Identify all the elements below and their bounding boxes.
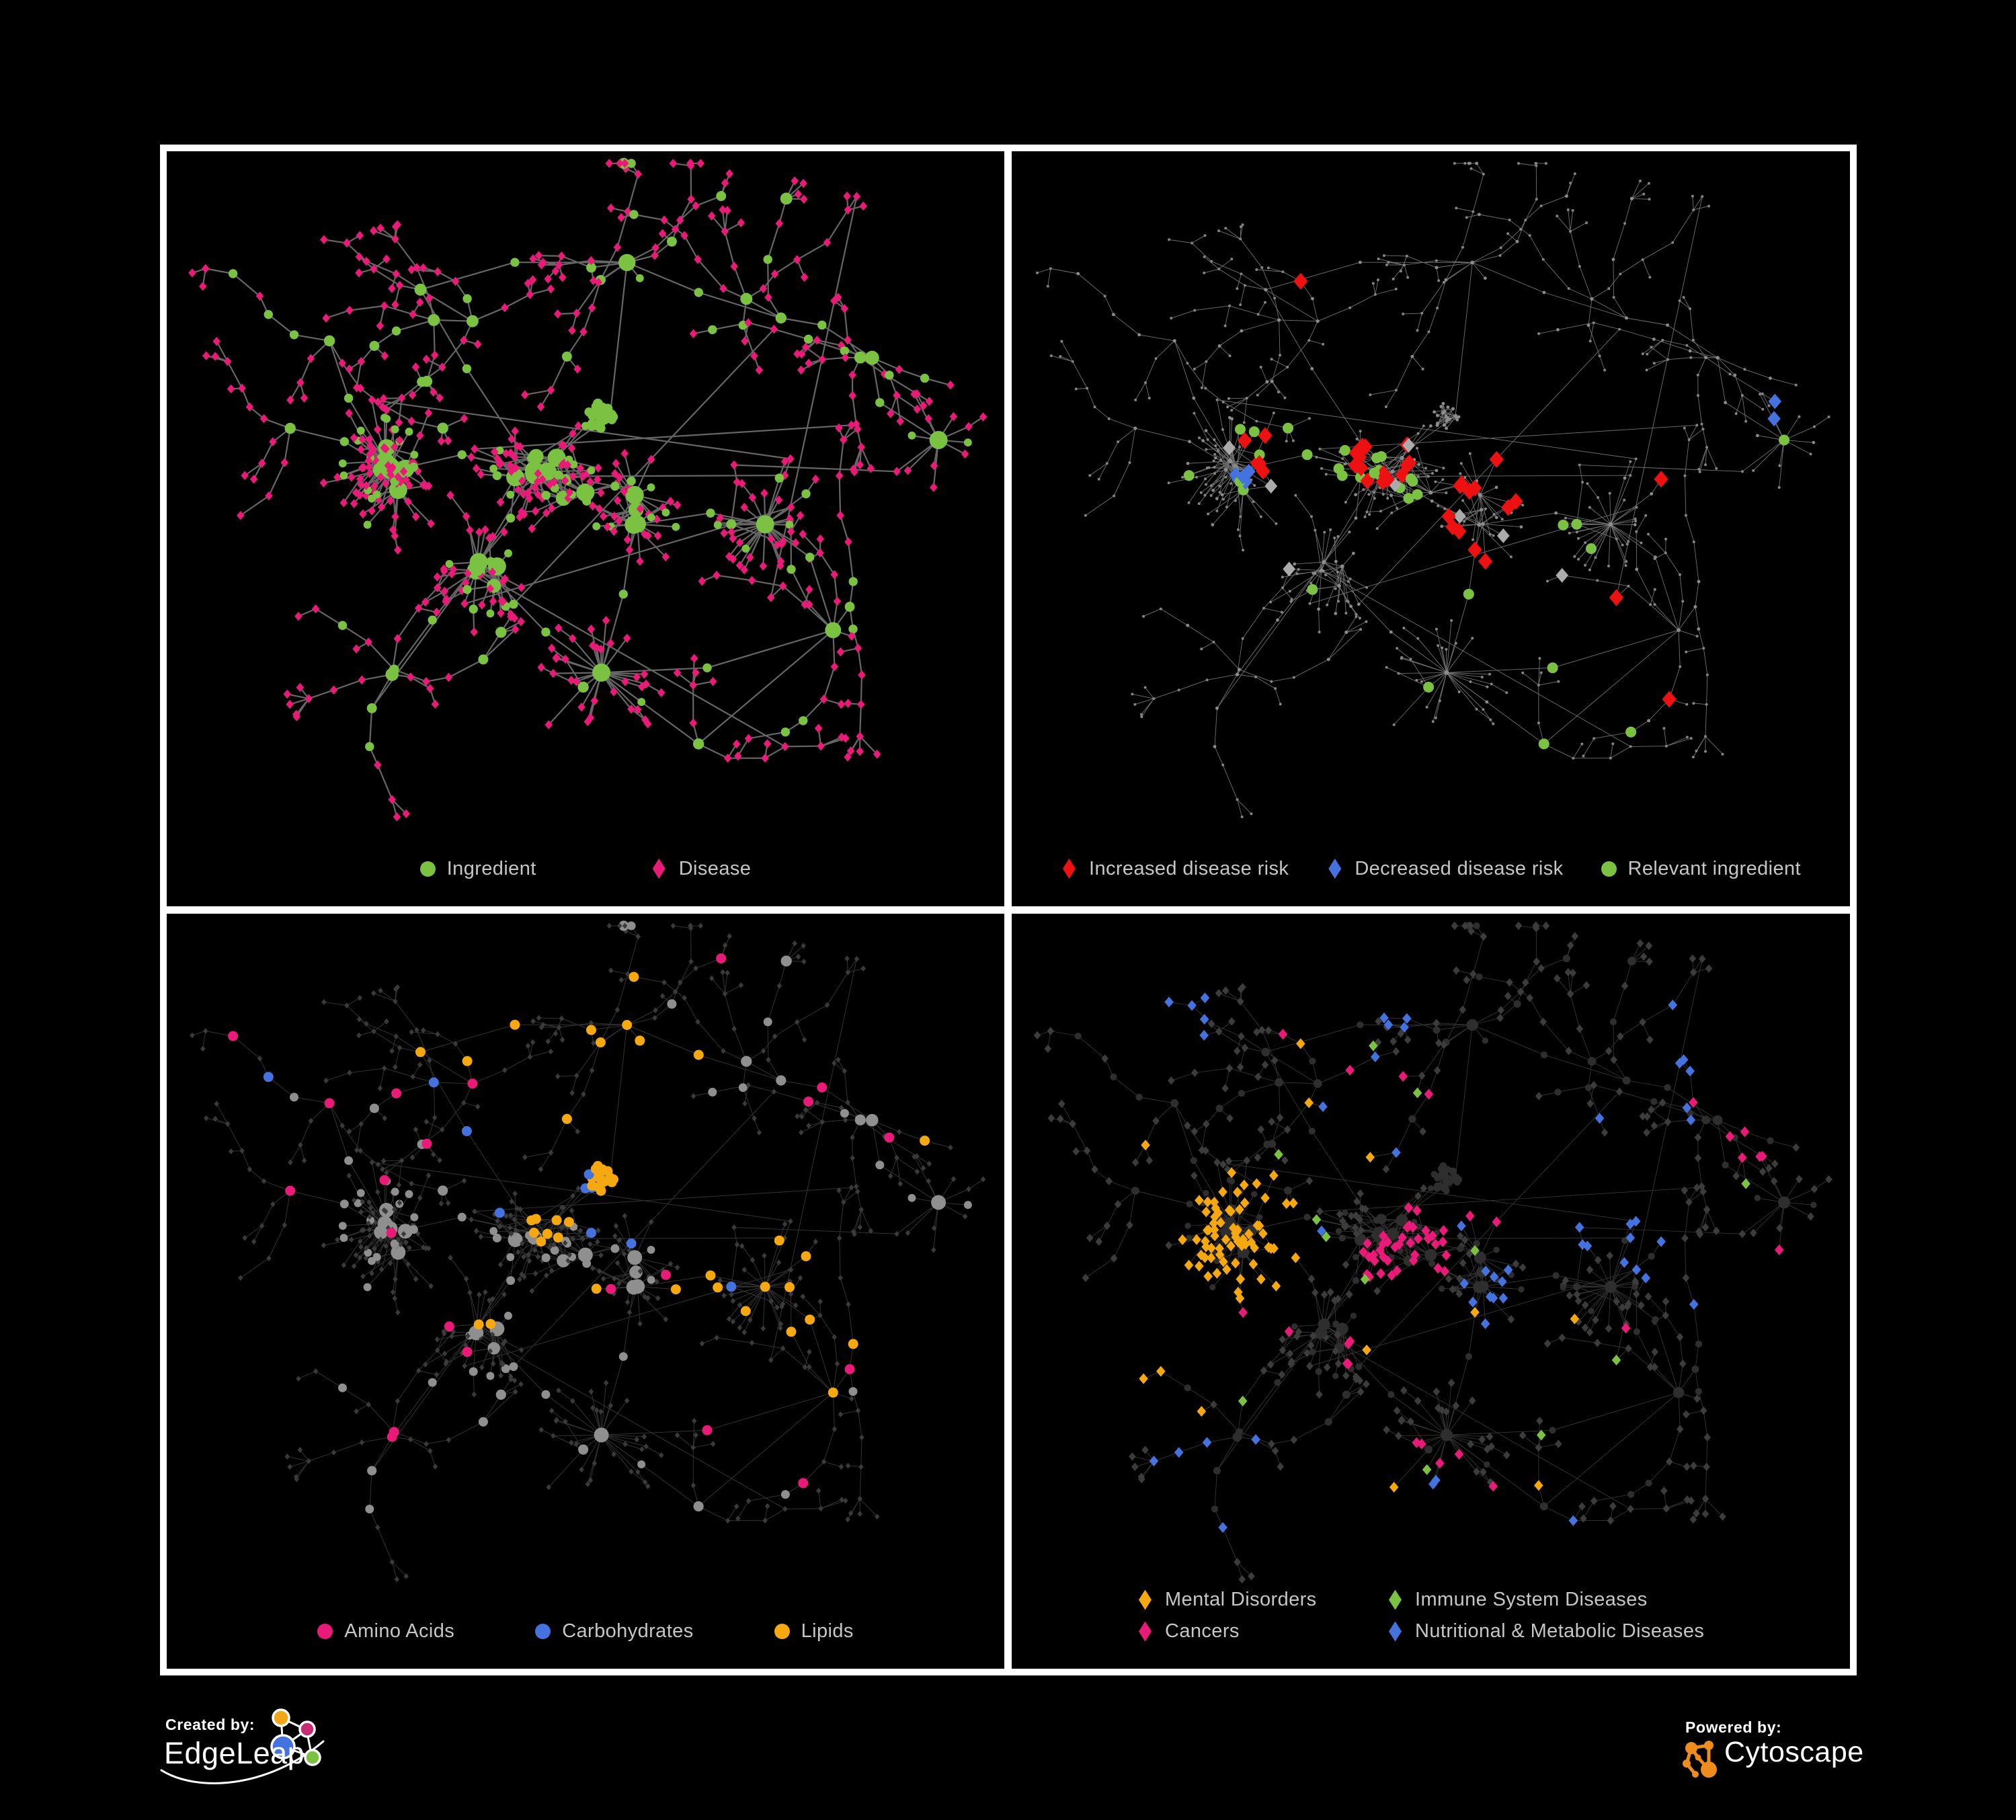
edgeleap-wordmark: EdgeLeap	[164, 1736, 305, 1770]
panel-ingredient-disease: Ingredient Disease	[167, 151, 1004, 906]
circle-marker-icon	[774, 1623, 790, 1639]
legend-item: Ingredient	[419, 857, 536, 880]
legend-item: Disease	[651, 858, 752, 880]
legend-label: Mental Disorders	[1165, 1589, 1317, 1610]
network-graph-disease-risk	[1036, 161, 1830, 818]
legend-item: Cancers	[1137, 1620, 1387, 1643]
legend-label: Carbohydrates	[562, 1620, 694, 1642]
diamond-marker-icon	[1062, 859, 1076, 879]
legend-label: Decreased disease risk	[1355, 857, 1564, 879]
panel-legend-1: Ingredient Disease	[167, 849, 1004, 888]
figure-grid: Ingredient Disease Increased disease risk…	[160, 145, 1857, 1675]
panel-ingredient-classes: Amino Acids Carbohydrates Lipids	[167, 914, 1004, 1669]
diamond-marker-icon	[1389, 1621, 1402, 1642]
panel-disease-classes: Mental Disorders Immune System Diseases Ca…	[1012, 914, 1850, 1669]
circle-marker-icon	[317, 1623, 333, 1639]
legend-label: Nutritional & Metabolic Diseases	[1415, 1620, 1705, 1642]
diamond-marker-icon	[1139, 1589, 1152, 1610]
legend-item: Immune System Diseases	[1387, 1589, 1704, 1611]
diamond-marker-icon	[652, 859, 666, 879]
diamond-marker-icon	[1328, 859, 1342, 879]
network-graph-ingredient-classes	[190, 920, 986, 1583]
edgeleap-credit: Created by: EdgeLeap	[160, 1706, 362, 1801]
legend-item: Lipids	[774, 1620, 854, 1643]
cytoscape-logo-icon	[1683, 1741, 1717, 1778]
legend-label: Ingredient	[446, 857, 536, 879]
panel-disease-risk: Increased disease risk Decreased disease …	[1012, 151, 1850, 906]
cytoscape-wordmark: Cytoscape	[1724, 1736, 1864, 1768]
legend-label: Amino Acids	[344, 1620, 455, 1642]
legend-label: Cancers	[1165, 1620, 1240, 1642]
network-graph-ingredient-disease	[188, 157, 987, 822]
legend-label: Increased disease risk	[1088, 857, 1289, 879]
edgeleap-logo-icon	[160, 1708, 325, 1784]
created-by-label: Created by:	[165, 1716, 255, 1733]
circle-marker-icon	[535, 1623, 551, 1639]
diamond-marker-icon	[1139, 1621, 1152, 1642]
diamond-marker-icon	[1389, 1589, 1402, 1610]
legend-item: Increased disease risk	[1061, 858, 1289, 880]
circle-marker-icon	[1601, 861, 1617, 877]
legend-item: Carbohydrates	[535, 1620, 693, 1643]
powered-by-label: Powered by:	[1685, 1718, 1782, 1736]
legend-item: Nutritional & Metabolic Diseases	[1387, 1620, 1704, 1643]
legend-label: Lipids	[801, 1620, 854, 1642]
legend-label: Immune System Diseases	[1415, 1589, 1648, 1610]
panel-legend-3: Amino Acids Carbohydrates Lipids	[167, 1612, 1004, 1651]
legend-item: Mental Disorders	[1137, 1589, 1387, 1611]
legend-item: Decreased disease risk	[1326, 858, 1563, 880]
panel-legend-4: Mental Disorders Immune System Diseases Ca…	[1012, 1589, 1850, 1643]
cytoscape-credit: Powered by: Cytoscape	[1677, 1713, 1879, 1794]
network-graph-disease-classes	[1033, 921, 1832, 1584]
legend-label: Disease	[678, 857, 752, 879]
legend-item: Relevant ingredient	[1601, 858, 1801, 880]
legend-item: Amino Acids	[317, 1620, 454, 1643]
circle-marker-icon	[419, 861, 436, 877]
panel-legend-2: Increased disease risk Decreased disease …	[1012, 849, 1850, 888]
legend-label: Relevant ingredient	[1627, 857, 1802, 879]
